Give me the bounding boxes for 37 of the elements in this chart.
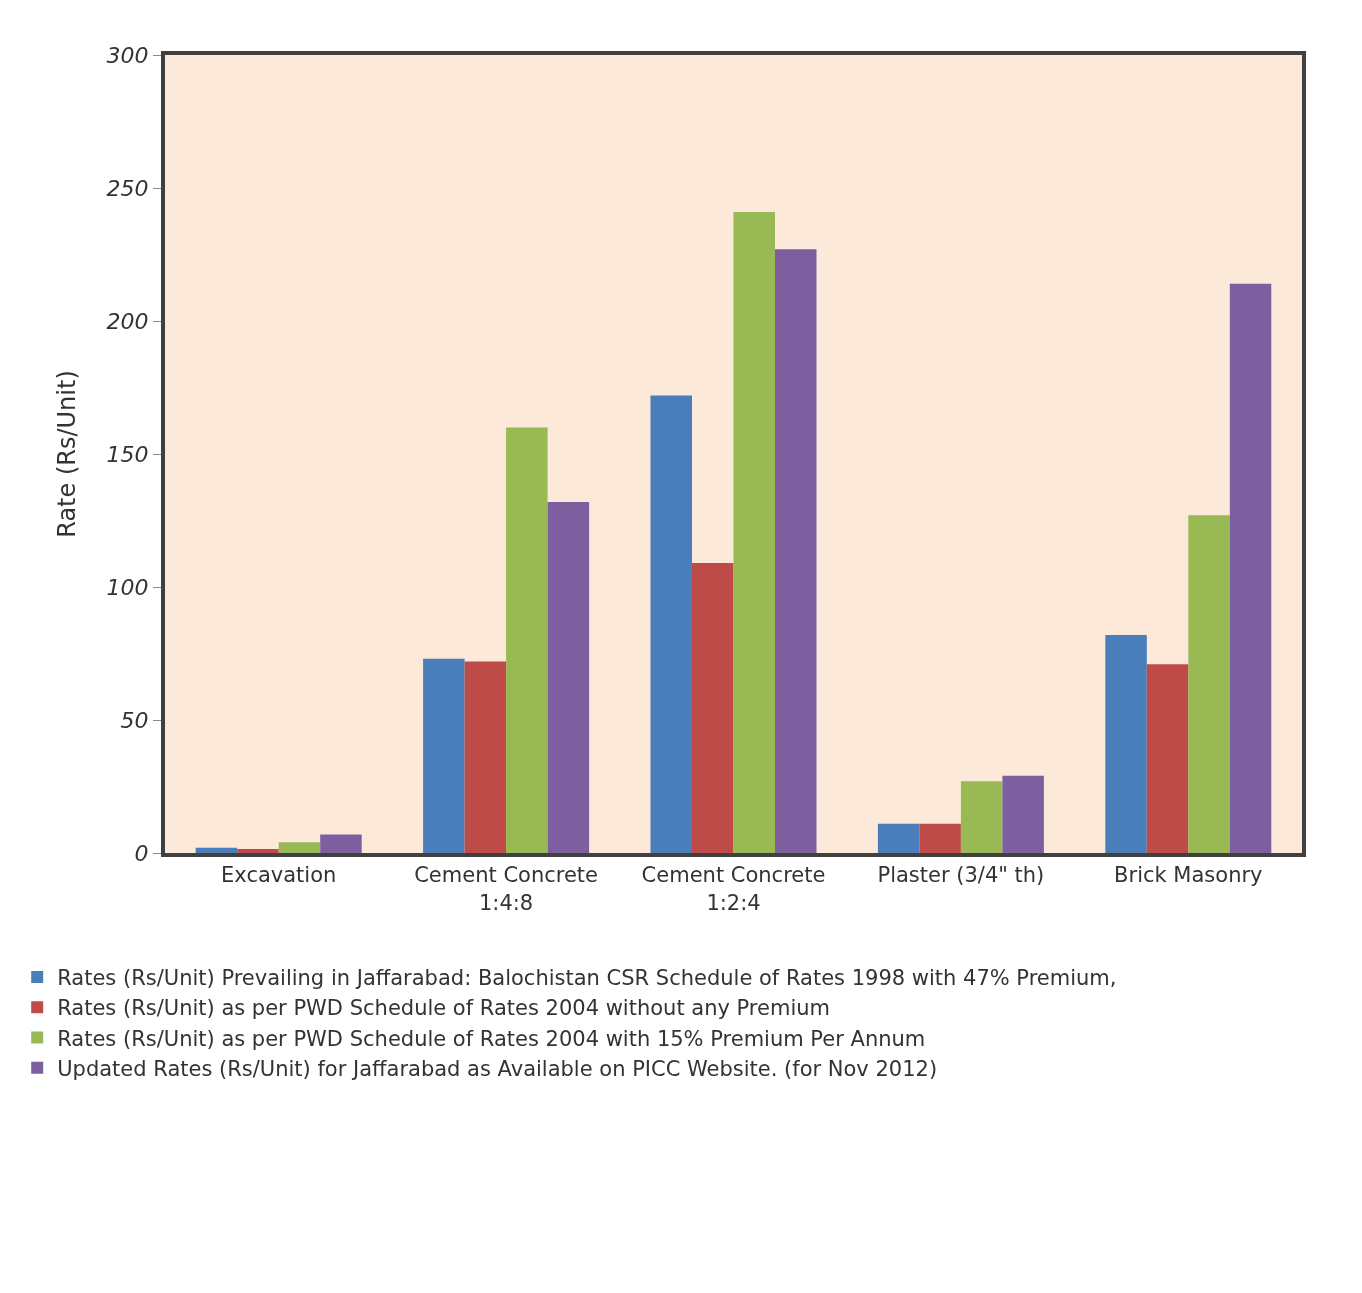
- legend-label: Rates (Rs/Unit) as per PWD Schedule of Rates 2004 without any Premium: [57, 996, 831, 1021]
- bar: [278, 842, 321, 853]
- x-tick-label: Plaster (3/4" th): [877, 863, 1045, 888]
- bar: [919, 823, 961, 853]
- bar: [775, 249, 817, 853]
- bar: [960, 781, 1003, 853]
- y-tick-label: 200: [106, 308, 149, 334]
- bar: [1146, 664, 1189, 853]
- bar: [692, 563, 734, 853]
- legend-label: Rates (Rs/Unit) as per PWD Schedule of Rates 2004 with 15% Premium Per Annum: [57, 1026, 926, 1051]
- bar: [1229, 283, 1272, 853]
- y-tick-label: 150: [106, 441, 149, 467]
- x-tick-label: Brick Masonry: [1114, 863, 1263, 888]
- bar: [547, 501, 590, 853]
- bar: [650, 395, 692, 853]
- y-tick-label: 0: [134, 840, 149, 866]
- bar: [237, 849, 279, 853]
- x-tick-label: Cement Concrete 1:4:8: [414, 863, 598, 915]
- bar: [464, 661, 507, 853]
- bar: [1105, 634, 1147, 853]
- bar: [506, 427, 548, 853]
- bar: [1002, 775, 1044, 853]
- legend-label: Rates (Rs/Unit) Prevailing in Jaffarabad: Balochistan CSR Schedule of Rates 1998 with 47% Premium,: [57, 966, 1117, 991]
- bar: [877, 823, 920, 853]
- bar: [1188, 515, 1230, 853]
- x-tick-label: Excavation: [221, 863, 337, 888]
- bar: [320, 834, 362, 853]
- y-tick-label: 250: [106, 175, 149, 201]
- y-tick-label: 300: [106, 42, 149, 68]
- y-axis-title: Rate (Rs/Unit): [53, 370, 82, 538]
- bar: [733, 211, 775, 853]
- bar: [195, 847, 238, 853]
- legend-label: Updated Rates (Rs/Unit) for Jaffarabad as Available on PICC Website. (for Nov 2012): [57, 1056, 938, 1081]
- y-tick-label: 100: [106, 574, 149, 600]
- x-tick-label: Cement Concrete 1:2:4: [641, 863, 826, 915]
- y-tick-label: 50: [120, 707, 149, 733]
- bar: [423, 658, 465, 853]
